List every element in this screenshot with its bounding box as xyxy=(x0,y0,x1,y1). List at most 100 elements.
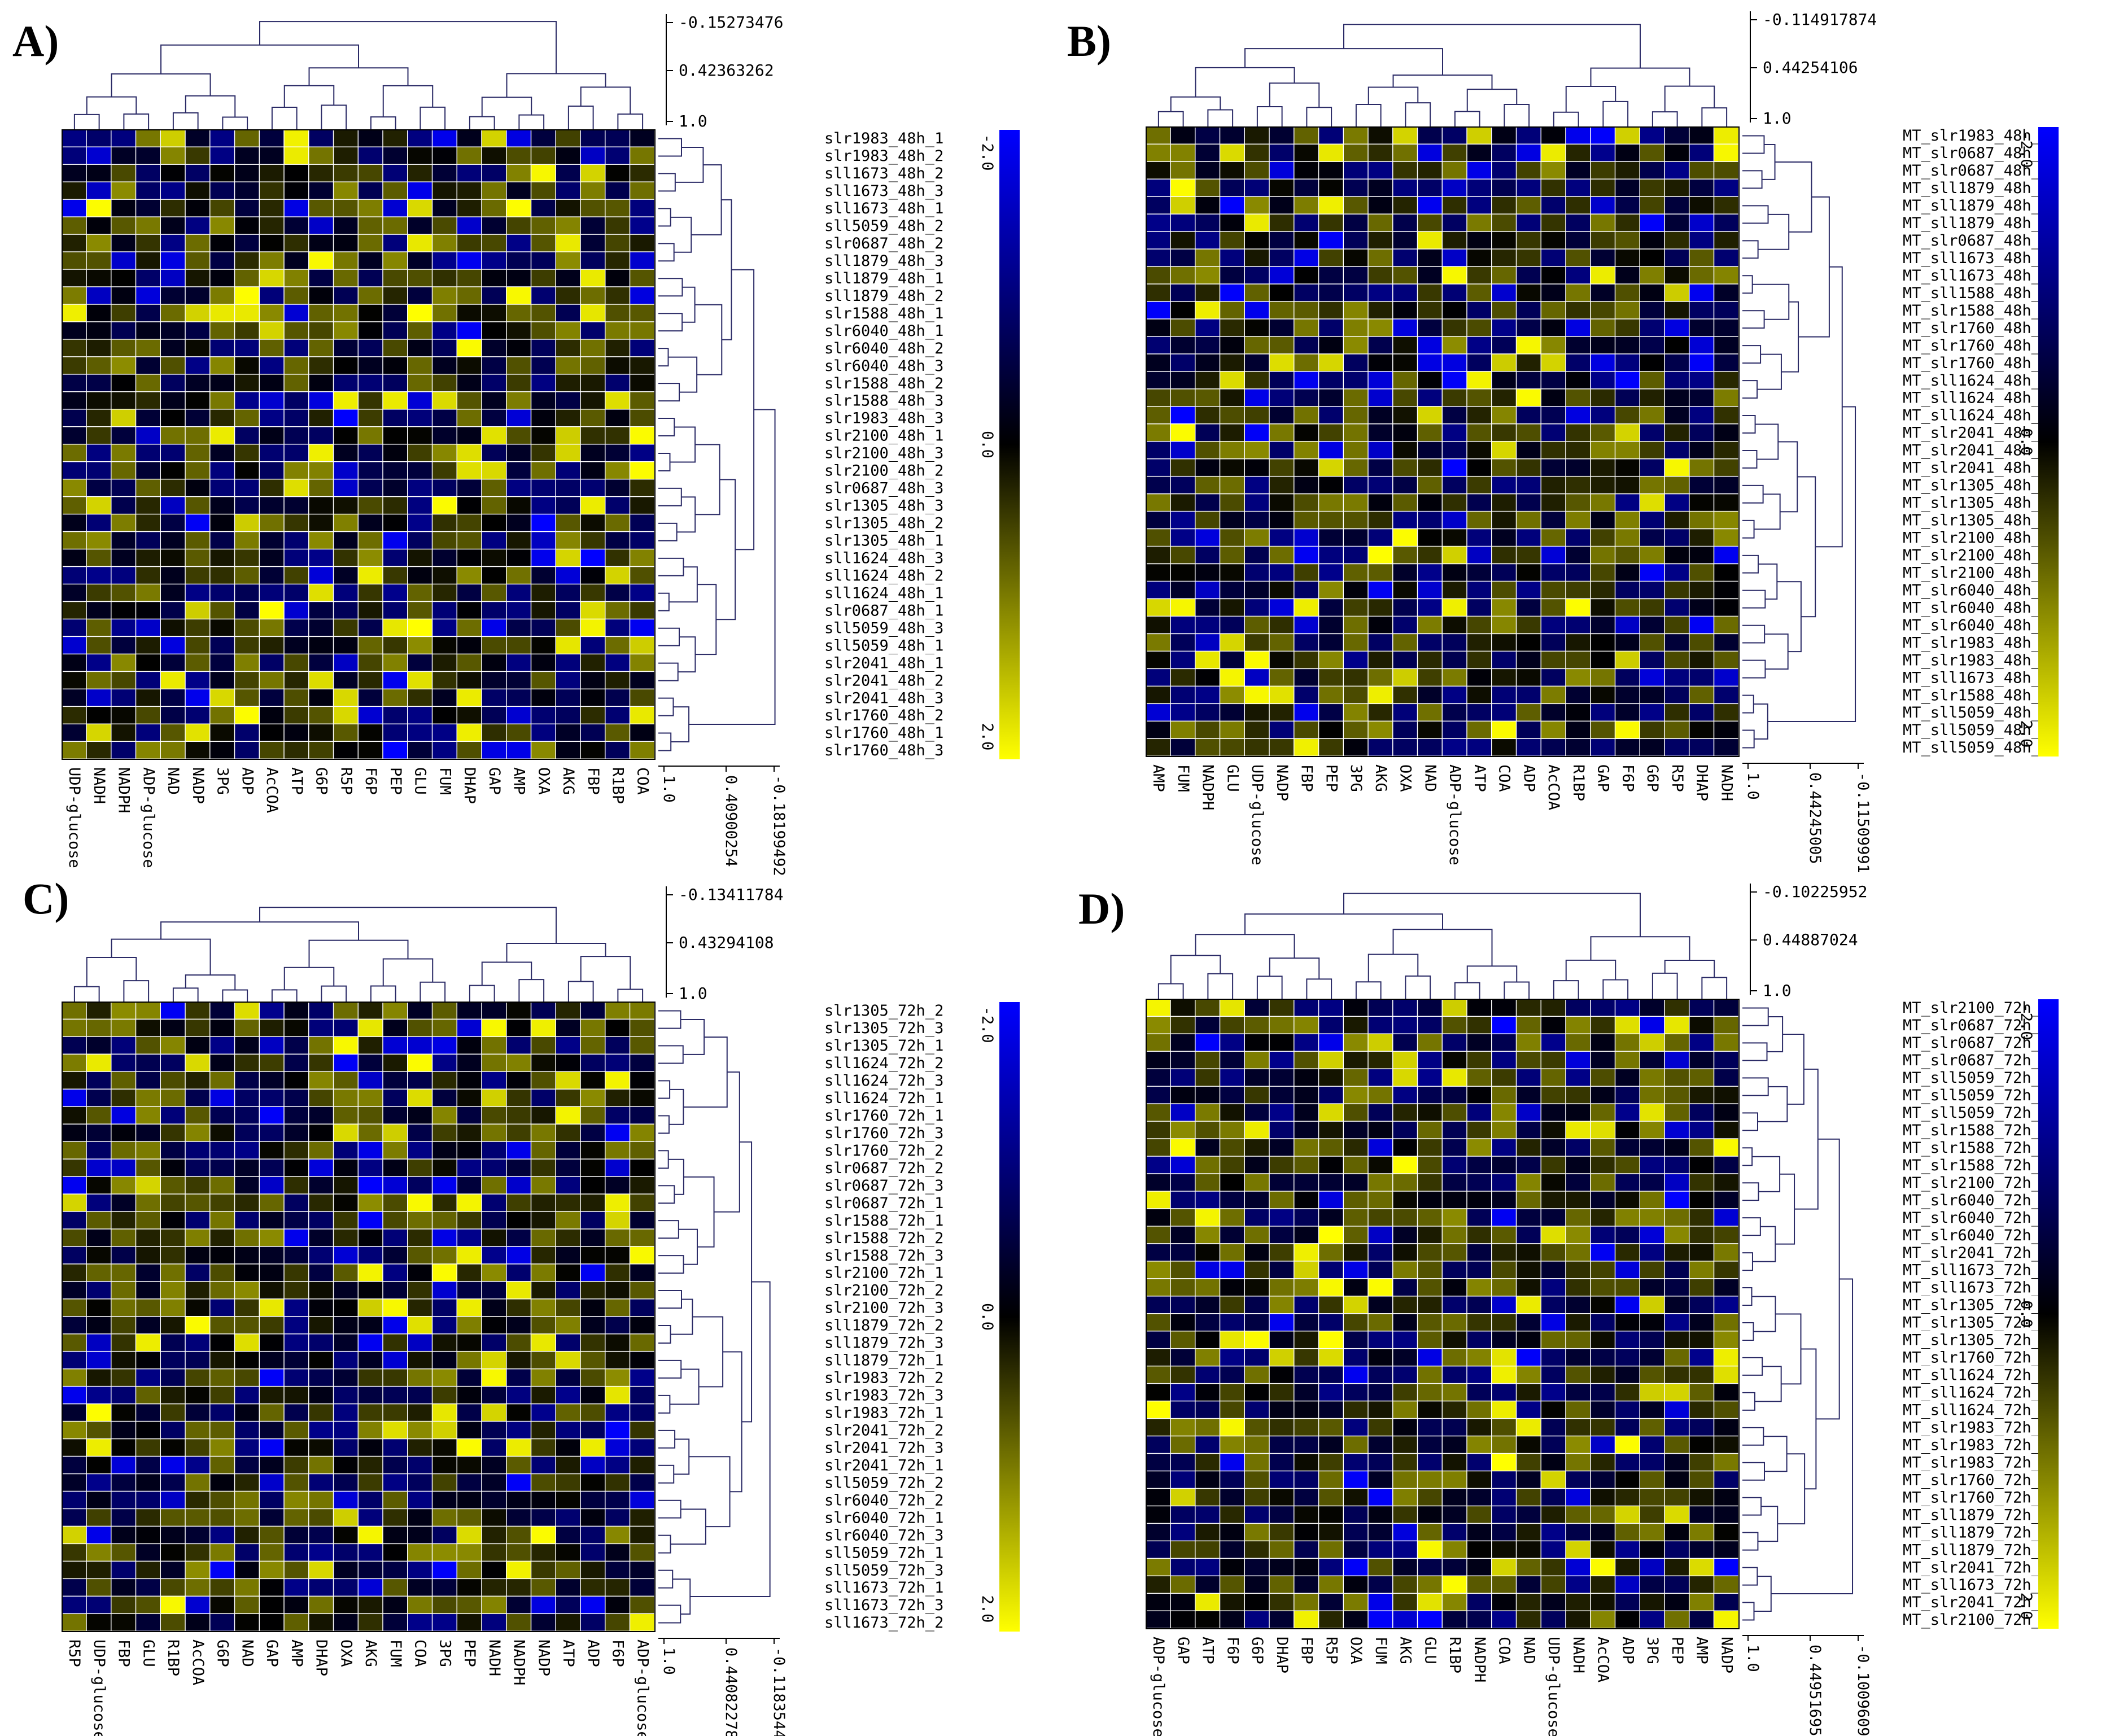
heatmap-cell xyxy=(1368,301,1392,319)
heatmap-cell xyxy=(1517,1191,1541,1209)
heatmap-cell xyxy=(1566,336,1590,354)
row-label: sll1673_48h_1 xyxy=(824,200,943,217)
heatmap-cell xyxy=(1294,1156,1318,1174)
heatmap-cell xyxy=(1170,336,1195,354)
heatmap-cell xyxy=(1368,1576,1392,1593)
heatmap-cell xyxy=(185,1614,209,1631)
heatmap-cell xyxy=(1344,231,1368,249)
heatmap-cell xyxy=(531,1142,556,1159)
heatmap-cell xyxy=(506,1159,531,1177)
heatmap-cell xyxy=(457,1159,482,1177)
heatmap-cell xyxy=(1443,1506,1467,1523)
heatmap-cell xyxy=(1344,1279,1368,1296)
heatmap-cell xyxy=(1689,1121,1714,1139)
heatmap-cell xyxy=(432,287,457,304)
heatmap-cell xyxy=(432,689,457,706)
heatmap-cell xyxy=(111,1054,136,1072)
heatmap-cell xyxy=(334,374,358,392)
heatmap-cell xyxy=(1541,1559,1566,1576)
heatmap-cell xyxy=(605,602,630,619)
heatmap-cell xyxy=(1418,1471,1442,1488)
heatmap-cell xyxy=(482,1422,506,1438)
heatmap-cell xyxy=(1541,1296,1566,1313)
column-label: ADP-glucose xyxy=(633,1639,651,1736)
heatmap-cell xyxy=(111,1527,136,1543)
heatmap-cell xyxy=(1269,1419,1294,1436)
heatmap-cell xyxy=(531,409,556,427)
heatmap-cell xyxy=(284,1527,308,1543)
heatmap-cell xyxy=(111,269,136,287)
heatmap-cell xyxy=(1591,1559,1615,1576)
heatmap-cell xyxy=(383,1387,407,1403)
heatmap-cell xyxy=(1566,511,1590,528)
column-label: PEP xyxy=(387,767,404,795)
column-label: 3PG xyxy=(214,767,231,795)
heatmap-cell xyxy=(235,1072,259,1089)
heatmap-cell xyxy=(630,234,654,252)
heatmap-cell xyxy=(235,707,259,724)
heatmap-cell xyxy=(359,1089,383,1107)
heatmap-cell xyxy=(1195,669,1220,686)
heatmap-cell xyxy=(1566,529,1590,546)
heatmap-cell xyxy=(1541,1104,1566,1121)
heatmap-cell xyxy=(1344,196,1368,214)
heatmap-cell xyxy=(383,427,407,444)
heatmap-cell xyxy=(1393,1016,1417,1034)
heatmap-cell xyxy=(210,637,234,654)
heatmap-cell xyxy=(1146,1401,1170,1418)
heatmap-cell xyxy=(1319,1471,1343,1488)
heatmap-cell xyxy=(605,1072,630,1089)
heatmap-cell xyxy=(284,479,308,496)
heatmap-cell xyxy=(1517,1279,1541,1296)
column-label: COA xyxy=(633,767,651,795)
heatmap-cell xyxy=(1170,999,1195,1016)
heatmap-cell xyxy=(111,164,136,182)
row-label: slr6040_72h_3 xyxy=(824,1527,943,1544)
heatmap-cell xyxy=(630,1264,654,1282)
row-label: MT_sll1624_72h_3 xyxy=(1903,1384,2050,1402)
heatmap-cell xyxy=(1319,651,1343,668)
heatmap-cell xyxy=(1170,1121,1195,1139)
heatmap-cell xyxy=(531,1019,556,1037)
heatmap-cell xyxy=(1195,319,1220,336)
heatmap-cell xyxy=(62,654,86,671)
column-label: ADP-glucose xyxy=(1446,764,1463,865)
heatmap-cell xyxy=(482,637,506,654)
heatmap-cell xyxy=(1467,511,1491,528)
heatmap-cell xyxy=(1269,1279,1294,1296)
heatmap-cell xyxy=(1220,231,1244,249)
heatmap-cell xyxy=(556,392,580,409)
heatmap-cell xyxy=(235,1054,259,1072)
row-label: slr1588_48h_2 xyxy=(824,375,943,392)
heatmap-cell xyxy=(580,1247,605,1264)
heatmap-cell xyxy=(1517,1436,1541,1453)
heatmap-cell xyxy=(334,217,358,234)
heatmap-cell xyxy=(1269,1489,1294,1506)
heatmap-cell xyxy=(161,707,185,724)
heatmap-cell xyxy=(1393,1384,1417,1401)
heatmap-cell xyxy=(1591,581,1615,598)
heatmap-cell xyxy=(1146,354,1170,371)
heatmap-cell xyxy=(334,1124,358,1142)
heatmap-cell xyxy=(260,1264,284,1282)
heatmap-cell xyxy=(86,1282,111,1299)
heatmap-cell xyxy=(235,1019,259,1037)
heatmap-cell xyxy=(1170,319,1195,336)
heatmap-cell xyxy=(161,1282,185,1299)
heatmap-cell xyxy=(1418,1261,1442,1279)
heatmap-cell xyxy=(1664,494,1689,511)
column-label: F6P xyxy=(362,767,379,795)
heatmap-cell xyxy=(605,1352,630,1368)
heatmap-cell xyxy=(556,1562,580,1578)
heatmap-cell xyxy=(1443,1261,1467,1279)
heatmap-cell xyxy=(284,462,308,479)
heatmap-cell xyxy=(1467,1436,1491,1453)
heatmap-cell xyxy=(482,724,506,741)
heatmap-cell xyxy=(284,1369,308,1386)
heatmap-cell xyxy=(1541,1541,1566,1558)
heatmap-cell xyxy=(383,1352,407,1368)
heatmap-cell xyxy=(1245,1261,1269,1279)
heatmap-cell xyxy=(1664,319,1689,336)
heatmap-cell xyxy=(284,567,308,584)
heatmap-cell xyxy=(1368,999,1392,1016)
